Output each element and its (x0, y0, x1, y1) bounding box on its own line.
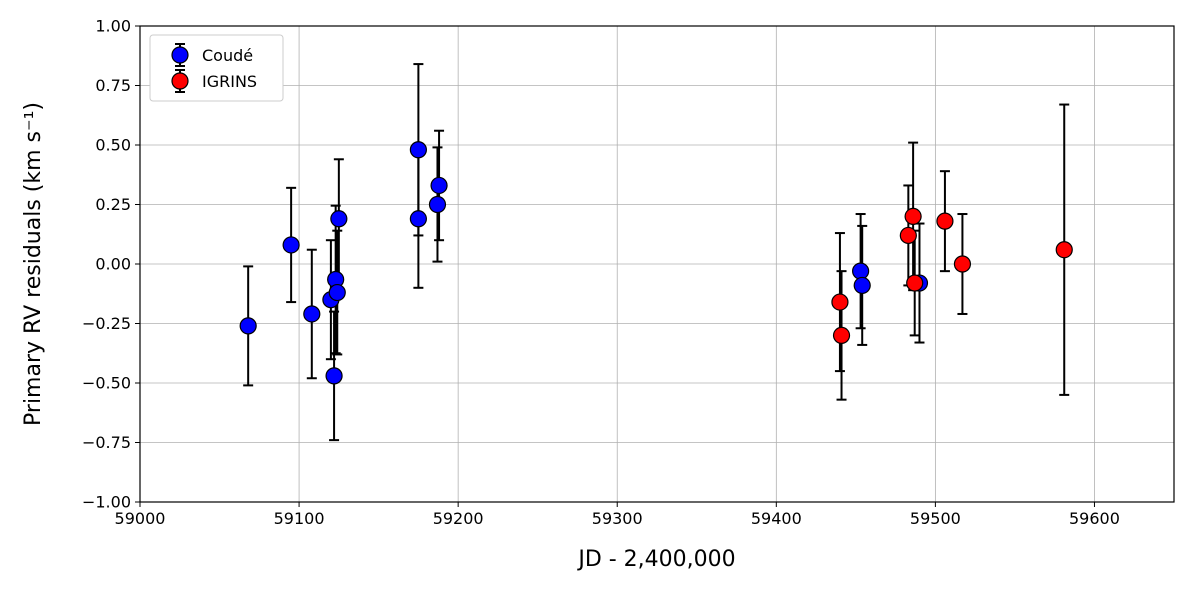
y-tick-label: 1.00 (95, 17, 131, 36)
data-point (906, 274, 924, 292)
y-tick-label: −0.50 (82, 374, 131, 393)
data-point (330, 210, 348, 228)
data-point (328, 283, 346, 302)
data-point (899, 226, 917, 245)
data-point (409, 210, 427, 228)
data-point (325, 367, 343, 385)
data-point (1055, 241, 1073, 259)
y-tick-label: 0.25 (95, 195, 131, 214)
y-tick-label: 0.50 (95, 136, 131, 155)
x-tick-label: 59600 (1069, 509, 1120, 528)
x-tick-label: 59500 (910, 509, 961, 528)
data-point (831, 293, 849, 311)
x-tick-label: 59400 (751, 509, 802, 528)
y-tick-label: −1.00 (82, 493, 131, 512)
x-axis-title: JD - 2,400,000 (576, 547, 735, 572)
x-tick-label: 59200 (433, 509, 484, 528)
x-tick-label: 59300 (592, 509, 643, 528)
data-point (936, 212, 954, 230)
data-point (904, 207, 922, 225)
data-point (953, 255, 972, 273)
axis-ticks: 59000 59100 59200 59300 59400 59500 59600 −1.00… (82, 17, 1120, 529)
error-bars (243, 63, 1070, 442)
grid-lines (139, 25, 1174, 503)
data-point (303, 305, 321, 323)
data-points (239, 141, 1073, 385)
y-tick-label: −0.75 (82, 433, 131, 452)
legend-label: IGRINS (202, 72, 257, 91)
x-tick-label: 59000 (115, 509, 166, 528)
data-point (428, 195, 447, 214)
y-tick-label: 0.75 (95, 76, 131, 95)
data-point (282, 236, 300, 254)
legend-marker (171, 46, 189, 64)
y-tick-label: 0.00 (95, 255, 131, 274)
x-tick-label: 59100 (274, 509, 325, 528)
data-point (239, 317, 257, 335)
y-axis-title: Primary RV residuals (km s⁻¹) (21, 102, 46, 426)
legend: Coudé IGRINS (149, 34, 284, 102)
legend-box (149, 34, 284, 102)
data-point (853, 276, 871, 295)
legend-label: Coudé (202, 46, 253, 65)
data-point (430, 176, 448, 195)
legend-marker (171, 72, 189, 90)
y-tick-label: −0.25 (82, 314, 131, 333)
data-point (832, 326, 851, 344)
data-point (852, 262, 870, 280)
data-point (409, 141, 427, 159)
